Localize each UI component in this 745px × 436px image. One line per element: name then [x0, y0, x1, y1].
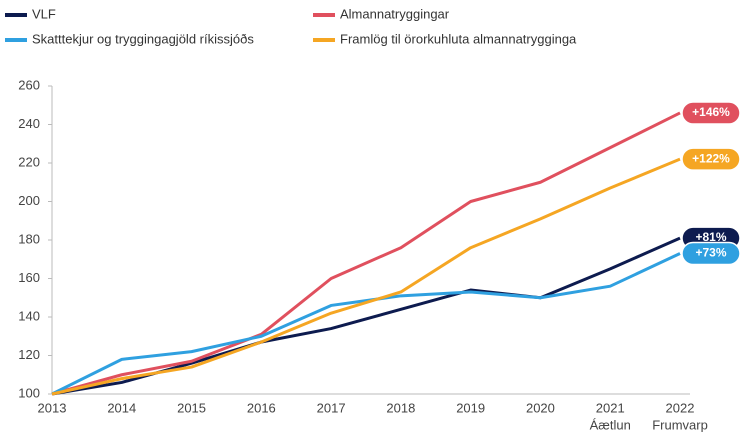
end-badge-label: +73% [695, 246, 726, 260]
x-tick-label: 2020 [526, 400, 555, 415]
end-badge-label: +146% [692, 105, 730, 119]
x-tick-label: 2017 [317, 400, 346, 415]
y-tick-label: 220 [18, 154, 40, 169]
end-badge [681, 101, 741, 125]
x-tick-label: 2013 [38, 400, 67, 415]
y-tick-label: 260 [18, 77, 40, 92]
y-tick-label: 240 [18, 116, 40, 131]
end-badge-label: +122% [692, 151, 730, 165]
y-tick-label: 160 [18, 270, 40, 285]
x-tick-note: Áætlun [590, 417, 631, 432]
y-tick-label: 100 [18, 385, 40, 400]
x-tick-label: 2022 [666, 400, 695, 415]
series-line [51, 252, 681, 396]
end-badge [681, 147, 741, 171]
end-badge-label: +81% [695, 230, 726, 244]
x-tick-label: 2018 [386, 400, 415, 415]
x-tick-label: 2016 [247, 400, 276, 415]
y-tick-label: 120 [18, 347, 40, 362]
legend-label: Almannatryggingar [340, 6, 450, 21]
legend-label: VLF [32, 6, 56, 21]
legend-label: Skatttekjur og tryggingagjöld ríkissjóðs [32, 31, 254, 46]
y-tick-label: 140 [18, 308, 40, 323]
series-line [51, 157, 681, 396]
x-tick-label: 2019 [456, 400, 485, 415]
x-tick-label: 2015 [177, 400, 206, 415]
x-tick-label: 2014 [107, 400, 136, 415]
y-tick-label: 180 [18, 231, 40, 246]
legend-label: Framlög til örorkuhluta almannatrygginga [340, 31, 577, 46]
x-tick-note: Frumvarp [652, 417, 708, 432]
end-badge [681, 241, 741, 266]
x-tick-label: 2021 [596, 400, 625, 415]
series-line [51, 111, 681, 396]
y-tick-label: 200 [18, 193, 40, 208]
